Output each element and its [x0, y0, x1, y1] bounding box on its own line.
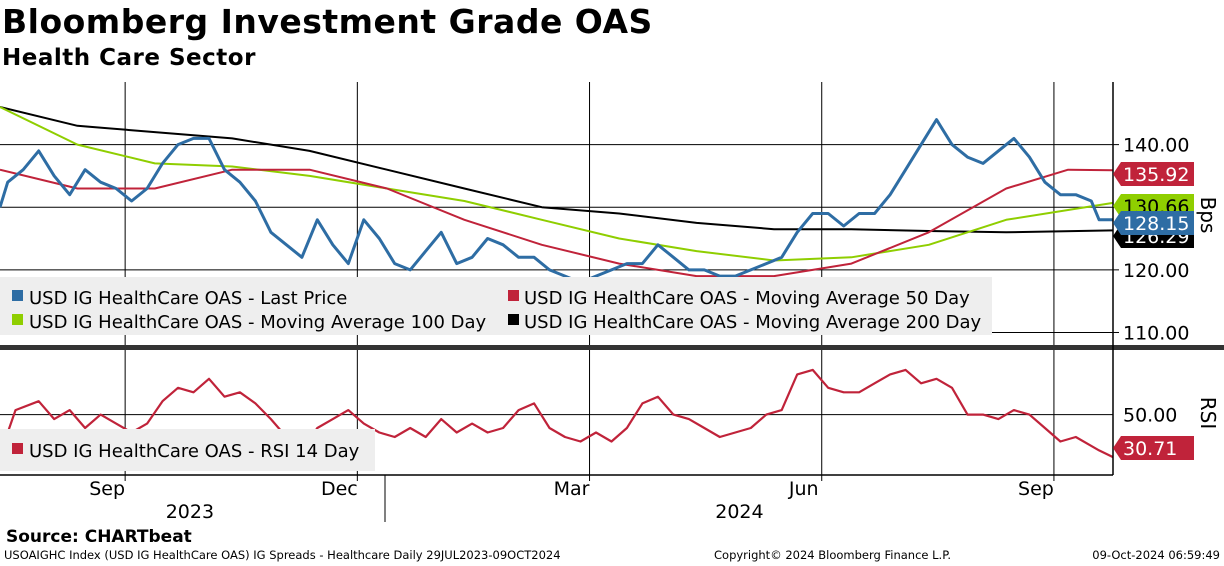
tag-rsi-text: 30.71 — [1123, 438, 1177, 460]
y-axis-title: Bps — [1196, 197, 1220, 234]
y-tick-label: 120.00 — [1123, 260, 1189, 282]
tag-ma50: 135.92 — [1113, 162, 1194, 186]
panel-separator — [0, 345, 1224, 350]
series-lines — [0, 106, 1114, 459]
footer-description: USOAIGHC Index (USD IG HealthCare OAS) I… — [4, 548, 561, 562]
tag-rsi-shape — [1113, 436, 1194, 460]
legend-rsi: USD IG HealthCare OAS - RSI 14 Day — [0, 429, 375, 471]
x-year-label: 2023 — [166, 501, 214, 523]
tag-last-price: 128.15 — [1113, 211, 1194, 235]
legend-main-background — [0, 277, 992, 335]
tag-ma50-shape — [1113, 162, 1194, 186]
legend-swatch-ma100 — [12, 314, 23, 325]
chart-subtitle: Health Care Sector — [2, 45, 256, 71]
series-line-ma100 — [0, 106, 1114, 262]
legend-label-ma200: USD IG HealthCare OAS - Moving Average 2… — [524, 312, 982, 333]
footer-copyright: Copyright© 2024 Bloomberg Finance L.P. — [714, 548, 951, 562]
legend-swatch-last-price — [12, 290, 23, 301]
legend-swatch-rsi — [12, 443, 23, 454]
tag-last-price-text: 128.15 — [1123, 213, 1189, 235]
series-line-ma50 — [0, 168, 1114, 278]
axes: 110.00120.00130.00140.0050.00BpsRSISepDe… — [0, 82, 1224, 523]
tag-rsi: 30.71 — [1113, 436, 1194, 460]
x-tick-label: Dec — [321, 478, 358, 500]
y-tick-label: 110.00 — [1123, 322, 1189, 344]
legend-swatch-ma200 — [508, 314, 519, 325]
rsi-axis-title: RSI — [1196, 397, 1220, 430]
x-year-label: 2024 — [715, 501, 763, 523]
tag-last-price-shape — [1113, 211, 1194, 235]
legend-label-ma50: USD IG HealthCare OAS - Moving Average 5… — [524, 288, 970, 309]
source-label: Source: CHARTbeat — [6, 527, 192, 547]
legend-swatch-ma50 — [508, 290, 519, 301]
series-line-rsi — [0, 368, 1114, 459]
legend-label-ma100: USD IG HealthCare OAS - Moving Average 1… — [29, 312, 487, 333]
legend-rsi-background — [0, 429, 375, 471]
series-line-last-price — [0, 118, 1113, 284]
legend-label-rsi: USD IG HealthCare OAS - RSI 14 Day — [29, 441, 360, 462]
tag-ma50-text: 135.92 — [1123, 164, 1189, 186]
chart-title: Bloomberg Investment Grade OAS — [2, 2, 653, 41]
x-tick-label: Sep — [1018, 478, 1054, 500]
legend-main: USD IG HealthCare OAS - Last Price USD I… — [0, 277, 992, 335]
series-line-ma200 — [0, 106, 1114, 234]
x-tick-label: Sep — [89, 478, 125, 500]
x-tick-label: Mar — [554, 478, 590, 500]
legend-label-last-price: USD IG HealthCare OAS - Last Price — [29, 288, 347, 309]
x-tick-label: Jun — [788, 478, 819, 500]
rsi-y-tick-label: 50.00 — [1123, 405, 1177, 427]
footer-timestamp: 09-Oct-2024 06:59:49 — [1092, 548, 1220, 562]
y-tick-label: 140.00 — [1123, 135, 1189, 157]
